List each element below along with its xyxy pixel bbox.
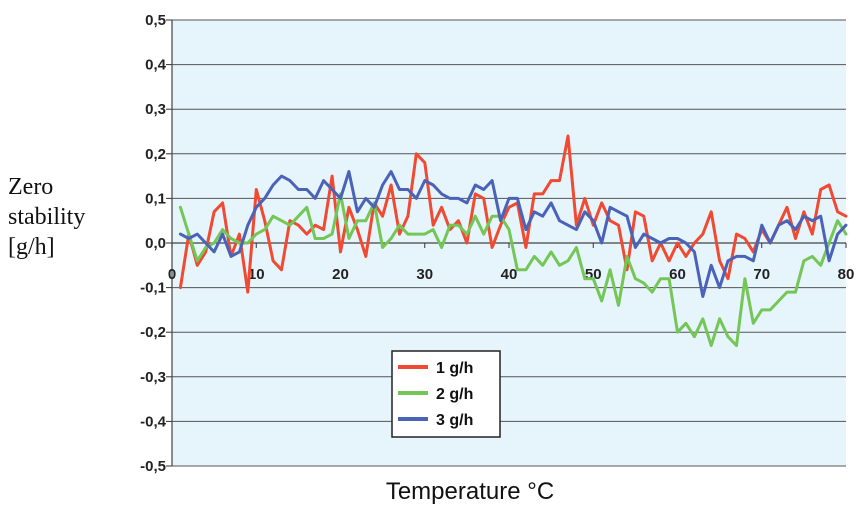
legend-label-1: 1 g/h bbox=[436, 360, 473, 377]
legend: 1 g/h 2 g/h 3 g/h bbox=[391, 350, 501, 438]
x-axis-label: Temperature °C bbox=[385, 478, 555, 505]
series-line-1 bbox=[178, 134, 848, 294]
x-tick-label: 70 bbox=[753, 266, 770, 283]
series-line-3 bbox=[178, 170, 848, 298]
x-tick-label: 40 bbox=[501, 266, 518, 283]
y-tick-label: -0,4 bbox=[140, 413, 167, 430]
y-tick-label: 0,2 bbox=[145, 146, 166, 163]
series-line-2 bbox=[178, 192, 848, 348]
y-tick-label: -0,2 bbox=[140, 324, 166, 341]
y-axis-label: Zero stability [g/h] bbox=[8, 172, 128, 262]
y-tick-label: 0,5 bbox=[145, 12, 166, 29]
x-tick-label: 10 bbox=[248, 266, 265, 283]
y-tick-label: 0,1 bbox=[145, 190, 166, 207]
x-tick-labels: 0 10 20 30 40 50 60 70 80 bbox=[168, 266, 855, 283]
x-tick-label: 60 bbox=[669, 266, 686, 283]
x-tick-label: 0 bbox=[168, 266, 176, 283]
y-tick-label: -0,1 bbox=[140, 280, 166, 297]
y-tick-label: 0,4 bbox=[145, 57, 167, 74]
y-tick-label: 0,0 bbox=[145, 235, 166, 252]
y-axis-label-line-2: stability bbox=[8, 204, 86, 230]
y-tick-label: 0,3 bbox=[145, 101, 166, 118]
x-tick-label: 80 bbox=[838, 266, 855, 283]
x-tick-label: 30 bbox=[416, 266, 433, 283]
series-lines bbox=[178, 134, 848, 348]
legend-label-3: 3 g/h bbox=[436, 412, 473, 429]
y-axis-label-line-3: [g/h] bbox=[8, 234, 55, 260]
x-tick-label: 20 bbox=[332, 266, 349, 283]
legend-label-2: 2 g/h bbox=[436, 386, 473, 403]
y-tick-label: -0,5 bbox=[140, 458, 166, 475]
y-tick-labels: 0,5 0,4 0,3 0,2 0,1 0,0 -0,1 -0,2 -0,3 -0,4 -0,5 bbox=[140, 12, 167, 475]
y-tick-label: -0,3 bbox=[140, 369, 166, 386]
y-axis-label-line-1: Zero bbox=[8, 174, 54, 200]
